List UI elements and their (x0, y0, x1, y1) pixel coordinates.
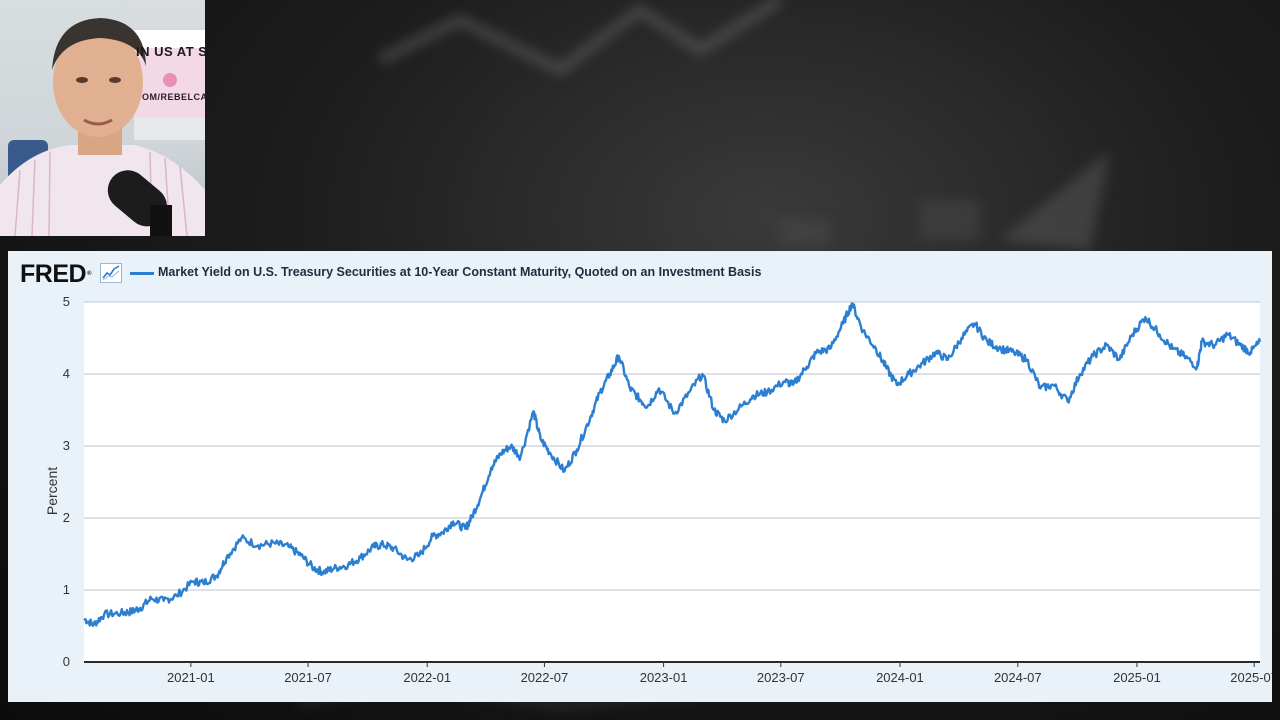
x-tick-label: 2024-07 (994, 670, 1042, 685)
x-tick-label: 2023-01 (640, 670, 688, 685)
y-tick-label: 3 (63, 438, 70, 453)
webcam-video-overlay: IN US AT SKO OM/REBELCAPITAL (0, 0, 205, 236)
x-tick-label: 2023-07 (757, 670, 805, 685)
fred-chart-panel: FRED® Market Yield on U.S. Treasury Secu… (8, 251, 1272, 702)
y-tick-label: 0 (63, 654, 70, 669)
series-line-10y-treasury-yield (83, 302, 1262, 627)
y-tick-label: 5 (63, 294, 70, 309)
chart-title: Market Yield on U.S. Treasury Securities… (158, 265, 762, 279)
legend-series-swatch (130, 272, 154, 275)
fred-graph-icon (100, 263, 122, 283)
poster-text-url: OM/REBELCAPITAL (142, 92, 205, 102)
chart-svg: 0 1 2 3 4 5 2021-01 2021-07 2022-01 2022-07 2023-0… (63, 294, 1272, 685)
x-tick-label: 2025-01 (1113, 670, 1161, 685)
presenter-illustration (0, 18, 205, 236)
x-tick-label: 2021-07 (284, 670, 332, 685)
x-tick-label: 2025-07 (1230, 670, 1272, 685)
x-tick-label: 2022-07 (521, 670, 569, 685)
y-tick-label: 1 (63, 582, 70, 597)
x-tick-label: 2022-01 (403, 670, 451, 685)
fred-logo: FRED® (20, 261, 91, 287)
y-tick-label: 4 (63, 366, 70, 381)
fred-logo-registered-mark: ® (87, 271, 91, 277)
x-tick-label: 2024-01 (876, 670, 924, 685)
poster-text-top: IN US AT SKO (136, 44, 205, 59)
fred-logo-text: FRED (20, 260, 87, 288)
plot-area (84, 302, 1260, 662)
x-tick-label: 2021-01 (167, 670, 215, 685)
y-tick-label: 2 (63, 510, 70, 525)
